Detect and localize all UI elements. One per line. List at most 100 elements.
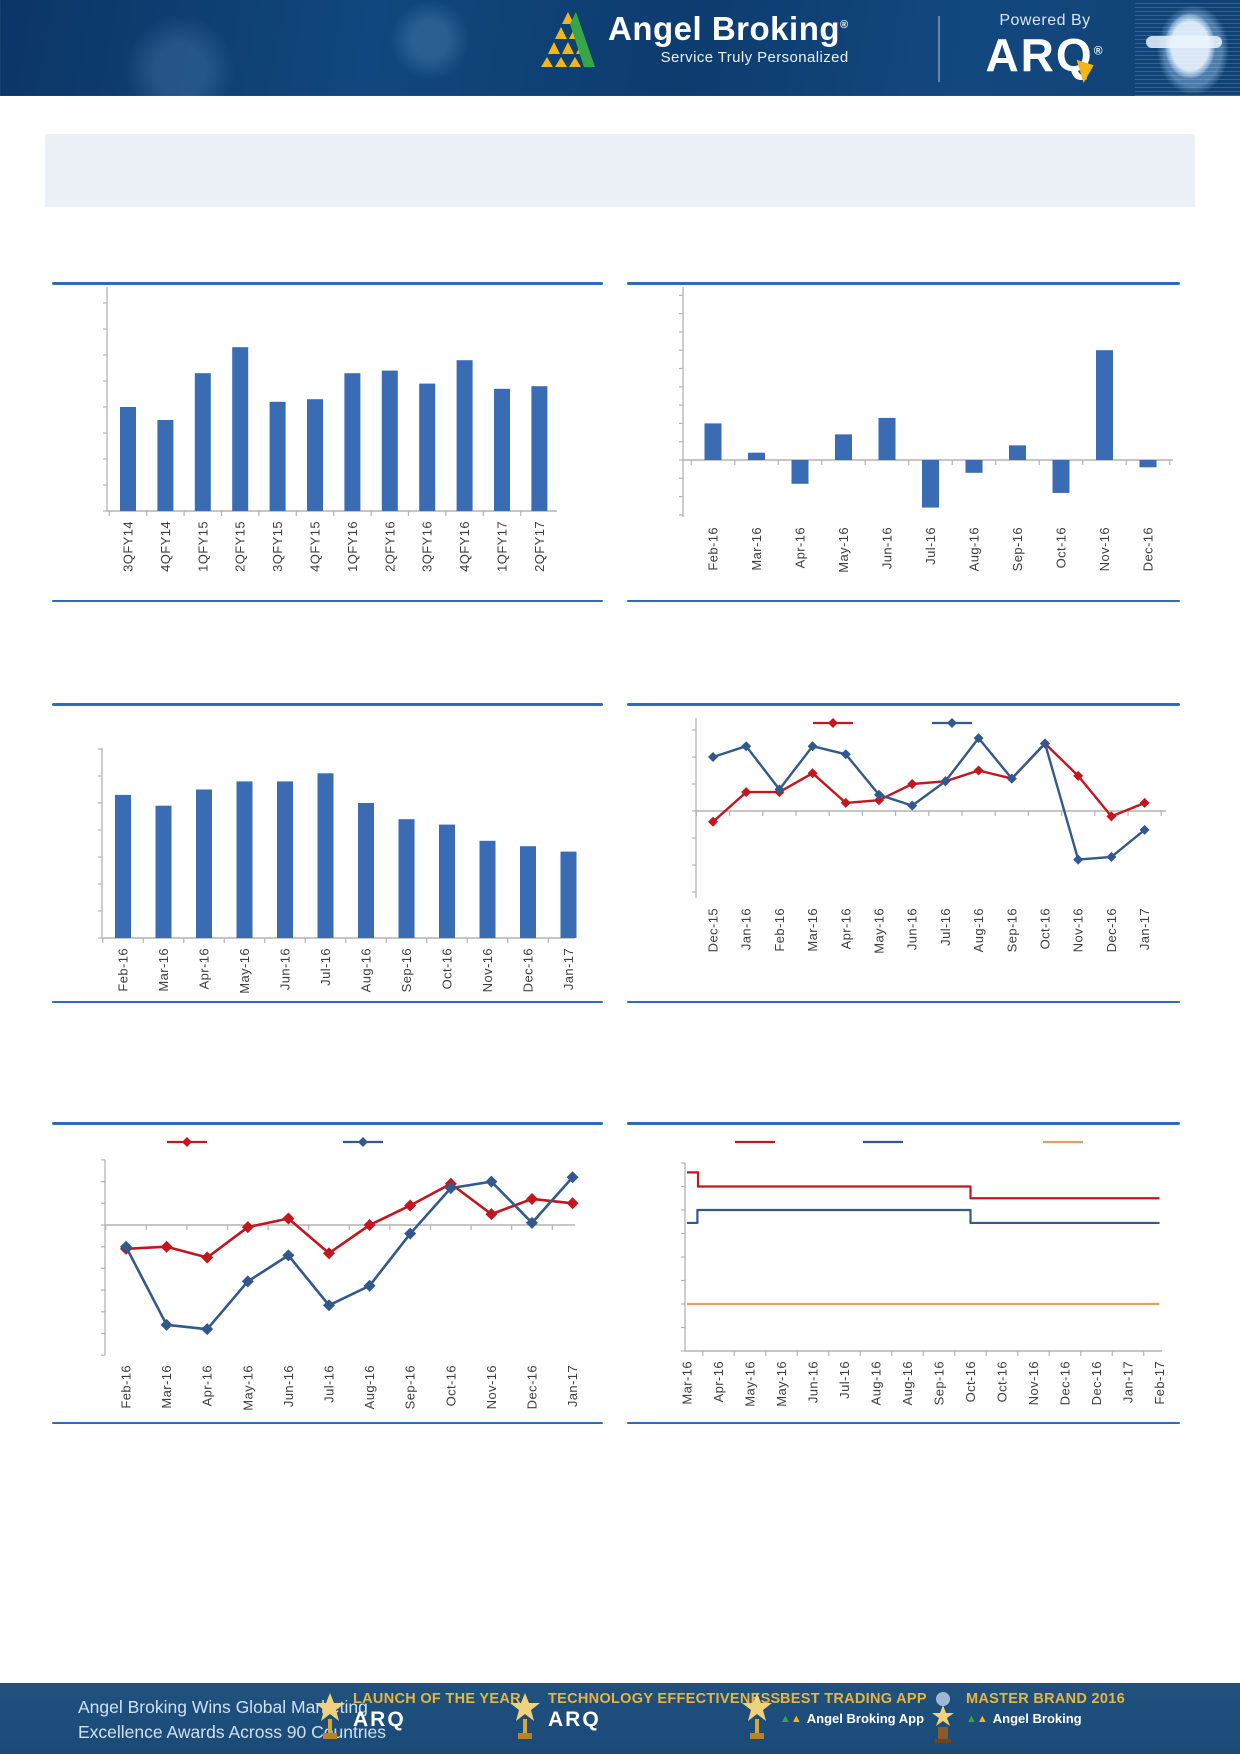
award-launch-of-the-year: LAUNCH OF THE YEAR ARQ [315, 1691, 521, 1743]
x-axis-label: Jul-16 [322, 1365, 337, 1403]
x-axis-label: Oct-16 [963, 1361, 978, 1402]
award-title: BEST TRADING APP [780, 1691, 927, 1707]
x-axis-label: Dec-16 [1089, 1361, 1104, 1405]
chart-monthly-bar: Feb-16 Mar-16 Apr-16 May-16 Jun-16 Jul-16 Aug-… [92, 718, 585, 1033]
section-divider [52, 1422, 603, 1424]
x-axis-label: Mar-16 [159, 1365, 174, 1409]
x-axis-label: 4QFY14 [158, 521, 173, 572]
x-axis-label: Aug-16 [362, 1365, 377, 1409]
section-divider [52, 1122, 603, 1125]
x-axis-label: Dec-16 [525, 1365, 540, 1409]
x-axis-label: Nov-16 [1026, 1361, 1041, 1405]
x-axis-label: Sep-16 [1010, 527, 1025, 571]
x-axis-label: Feb-16 [119, 1365, 134, 1409]
x-axis-label: Aug-16 [967, 527, 982, 571]
section-divider [52, 600, 603, 602]
x-axis-label: Apr-16 [793, 527, 808, 568]
x-axis-label: Apr-16 [197, 948, 212, 989]
header-divider [938, 16, 940, 82]
x-axis-label: 3QFY16 [420, 521, 435, 572]
x-axis-label: 1QFY15 [195, 521, 210, 572]
x-axis-label: Dec-16 [1104, 908, 1119, 952]
x-axis-label: Dec-16 [1058, 1361, 1073, 1405]
x-axis-label: Jul-16 [923, 527, 938, 565]
x-axis-label: Nov-16 [484, 1365, 499, 1409]
x-axis-label: Jul-16 [837, 1361, 852, 1399]
x-axis-label: Aug-16 [869, 1361, 884, 1405]
x-axis-label: Mar-16 [805, 908, 820, 952]
angel-logo-icon: ▲▲ [966, 1712, 988, 1725]
x-axis-label: May-16 [774, 1361, 789, 1407]
x-axis-label: Nov-16 [1097, 527, 1112, 571]
award-subtitle: ▲▲ Angel Broking [966, 1711, 1082, 1726]
x-axis-label: Jan-17 [1137, 908, 1152, 950]
trophy-icon [510, 1693, 540, 1739]
x-axis-label: Jul-16 [318, 948, 333, 986]
award-title: TECHNOLOGY EFFECTIVENESS [548, 1691, 781, 1707]
award-subtitle: ARQ [548, 1708, 601, 1731]
section-divider [627, 1122, 1180, 1125]
section-divider [627, 282, 1180, 285]
x-axis-label: 1QFY17 [495, 521, 510, 572]
x-axis-label: Aug-16 [971, 908, 986, 952]
x-axis-label: 2QFY17 [532, 521, 547, 572]
registered-mark: ® [840, 19, 849, 32]
x-axis-label: Mar-16 [156, 948, 171, 992]
award-title: MASTER BRAND 2016 [966, 1691, 1125, 1707]
robot-head-image [1135, 0, 1240, 96]
x-axis-label: Feb-17 [1152, 1361, 1167, 1405]
x-axis-label: Apr-16 [838, 908, 853, 949]
x-axis-label: Apr-16 [711, 1361, 726, 1402]
section-divider [52, 282, 603, 285]
globe-trophy-icon [932, 1692, 954, 1743]
x-axis-label: Jun-16 [880, 527, 895, 569]
section-divider [52, 703, 603, 706]
chart-monthly-bar-posneg: Feb-16 Mar-16 Apr-16 May-16 Jun-16 Jul-16 Aug-… [673, 257, 1183, 612]
award-master-brand-2016: MASTER BRAND 2016 ▲▲ Angel Broking [928, 1691, 1125, 1743]
x-axis-label: May-16 [237, 948, 252, 994]
x-axis-label: Sep-16 [932, 1361, 947, 1405]
x-axis-label: Jul-16 [938, 908, 953, 946]
x-axis-label: 3QFY14 [121, 521, 136, 572]
x-axis-label: 3QFY15 [270, 521, 285, 572]
x-axis-label: 1QFY16 [345, 521, 360, 572]
trophy-icon [742, 1693, 772, 1739]
x-axis-label: Jan-16 [739, 908, 754, 950]
x-axis-label: 2QFY16 [382, 521, 397, 572]
x-axis-label: Dec-16 [1141, 527, 1156, 571]
x-axis-label: Mar-16 [749, 527, 764, 571]
x-axis-label: May-16 [743, 1361, 758, 1407]
x-axis-label: Sep-16 [1004, 908, 1019, 952]
section-divider [627, 703, 1180, 706]
award-subtitle: ARQ [353, 1708, 406, 1731]
x-axis-label: May-16 [872, 908, 887, 954]
angel-logo-icon: ▲▲ [780, 1712, 802, 1725]
angel-broking-logo-icon [541, 12, 595, 67]
header-banner: Angel Broking® Service Truly Personalize… [0, 0, 1240, 96]
award-subtitle: ▲▲ Angel Broking App [780, 1711, 925, 1726]
x-axis-label: Jun-16 [278, 948, 293, 990]
trophy-icon [315, 1693, 345, 1739]
x-axis-label: Jun-16 [905, 908, 920, 950]
chart-three-step-line: Mar-16 Apr-16 May-16 May-16 Jun-16 Jul-16 Aug-… [675, 1133, 1172, 1446]
x-axis-label: Apr-16 [200, 1365, 215, 1406]
x-axis-label: Feb-16 [706, 527, 721, 571]
x-axis-label: Sep-16 [403, 1365, 418, 1409]
award-best-trading-app: BEST TRADING APP ▲▲ Angel Broking App [742, 1691, 927, 1743]
chart-two-line-bottom: Feb-16 Mar-16 Apr-16 May-16 Jun-16 Jul-16 Aug-… [95, 1130, 585, 1450]
award-title: LAUNCH OF THE YEAR [353, 1691, 521, 1707]
x-axis-label: Sep-16 [399, 948, 414, 992]
x-axis-label: 4QFY15 [308, 521, 323, 572]
x-axis-label: 4QFY16 [457, 521, 472, 572]
x-axis-label: Jun-16 [281, 1365, 296, 1407]
footer-headline: Angel Broking Wins Global Marketing Exce… [78, 1697, 387, 1743]
brand-tagline: Service Truly Personalized [660, 48, 849, 66]
arq-logo: ARQ® [985, 32, 1104, 85]
x-axis-label: Oct-16 [995, 1361, 1010, 1402]
x-axis-label: Jan-17 [565, 1365, 580, 1407]
x-axis-label: Oct-16 [1054, 527, 1069, 568]
x-axis-label: Dec-16 [521, 948, 536, 992]
x-axis-label: Aug-16 [359, 948, 374, 992]
x-axis-label: Oct-16 [440, 948, 455, 989]
x-axis-label: Oct-16 [443, 1365, 458, 1406]
